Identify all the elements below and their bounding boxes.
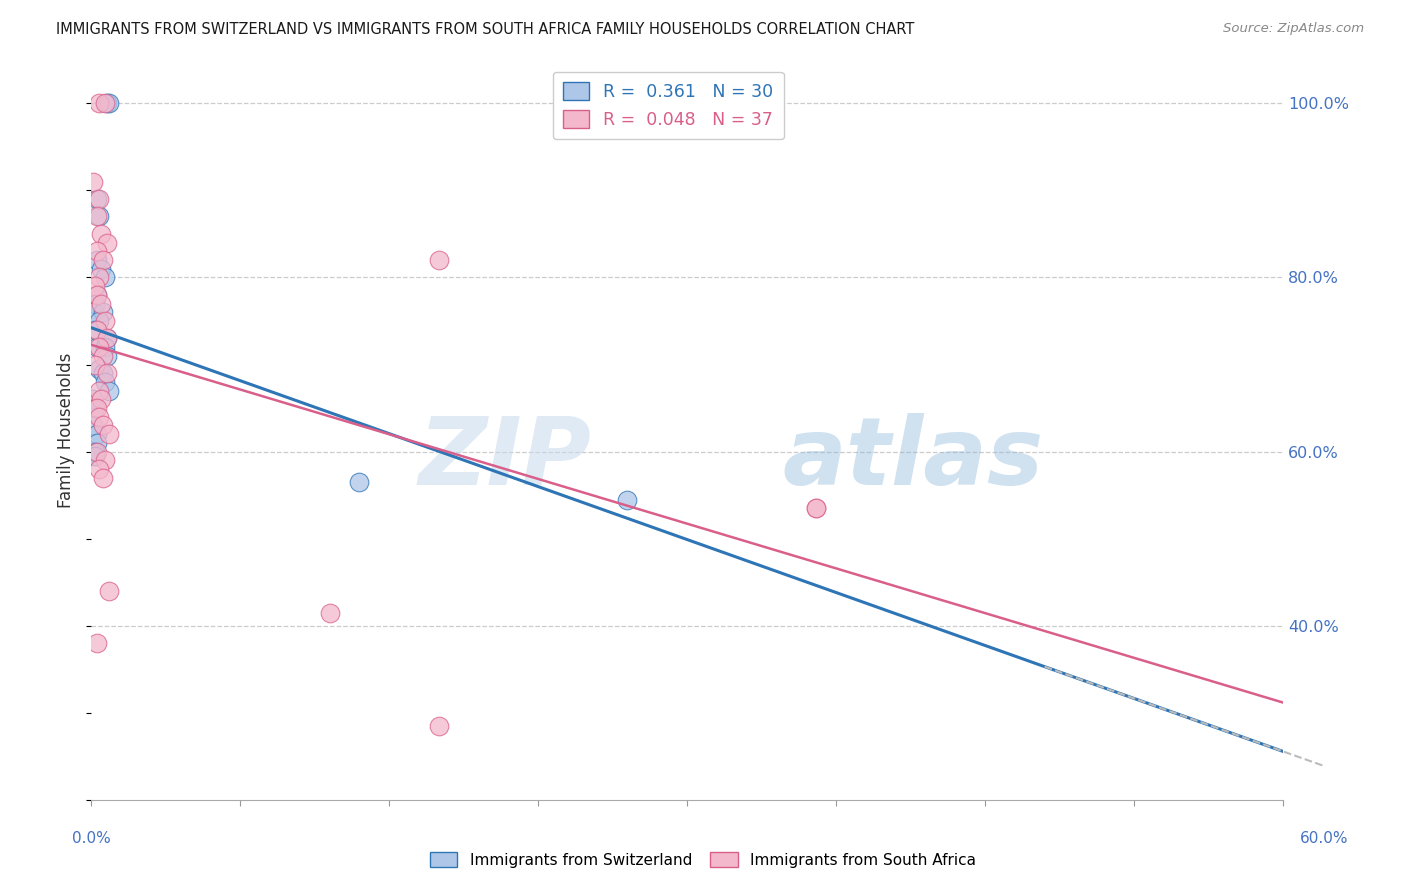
Point <box>86 288 108 302</box>
Point <box>82 392 104 407</box>
Point <box>86 436 108 450</box>
Point <box>98 427 121 442</box>
Point <box>349 475 371 489</box>
Text: ZIP: ZIP <box>419 414 592 506</box>
Point <box>91 471 114 485</box>
Point <box>87 96 110 111</box>
Point <box>94 96 117 111</box>
Point <box>82 175 104 189</box>
Point <box>94 314 117 328</box>
Point <box>84 358 107 372</box>
Text: Source: ZipAtlas.com: Source: ZipAtlas.com <box>1223 22 1364 36</box>
Point <box>90 296 112 310</box>
Point <box>90 227 112 241</box>
Point <box>87 362 110 376</box>
Point <box>86 340 108 354</box>
Point <box>91 252 114 267</box>
Point <box>87 462 110 476</box>
Point <box>82 418 104 433</box>
Point <box>87 192 110 206</box>
Point <box>94 340 117 354</box>
Point <box>96 349 118 363</box>
Point <box>82 305 104 319</box>
Point <box>84 449 107 463</box>
Point <box>84 444 107 458</box>
Legend: Immigrants from Switzerland, Immigrants from South Africa: Immigrants from Switzerland, Immigrants … <box>423 846 983 873</box>
Point <box>91 418 114 433</box>
Legend: R =  0.361   N = 30, R =  0.048   N = 37: R = 0.361 N = 30, R = 0.048 N = 37 <box>553 72 783 139</box>
Point <box>94 270 117 285</box>
Text: IMMIGRANTS FROM SWITZERLAND VS IMMIGRANTS FROM SOUTH AFRICA FAMILY HOUSEHOLDS CO: IMMIGRANTS FROM SWITZERLAND VS IMMIGRANT… <box>56 22 915 37</box>
Point <box>96 235 118 250</box>
Point <box>86 636 108 650</box>
Point <box>87 340 110 354</box>
Point <box>96 96 118 111</box>
Text: atlas: atlas <box>782 414 1043 506</box>
Point <box>87 270 110 285</box>
Text: 0.0%: 0.0% <box>72 831 111 847</box>
Point <box>804 501 827 516</box>
Point <box>84 296 107 310</box>
Point <box>86 210 108 224</box>
Point <box>96 331 118 345</box>
Point <box>86 252 108 267</box>
Point <box>87 384 110 398</box>
Point <box>91 366 114 380</box>
Point <box>94 375 117 389</box>
Point <box>91 349 114 363</box>
Point <box>318 606 340 620</box>
Point <box>91 305 114 319</box>
Point <box>86 244 108 259</box>
Point <box>86 444 108 458</box>
Point <box>94 453 117 467</box>
Point <box>98 384 121 398</box>
Point <box>98 96 121 111</box>
Point <box>90 261 112 276</box>
Y-axis label: Family Households: Family Households <box>58 352 75 508</box>
Point <box>427 252 450 267</box>
Point <box>87 314 110 328</box>
Point <box>427 719 450 733</box>
Point <box>87 210 110 224</box>
Point <box>84 401 107 415</box>
Point <box>96 331 118 345</box>
Point <box>90 392 112 407</box>
Point <box>616 492 638 507</box>
Point <box>804 501 827 516</box>
Point <box>98 584 121 599</box>
Point <box>86 288 108 302</box>
Text: 60.0%: 60.0% <box>1301 831 1348 847</box>
Point <box>87 409 110 424</box>
Point <box>86 401 108 415</box>
Point <box>96 366 118 380</box>
Point <box>86 427 108 442</box>
Point <box>86 192 108 206</box>
Point <box>84 323 107 337</box>
Point <box>84 279 107 293</box>
Point <box>86 323 108 337</box>
